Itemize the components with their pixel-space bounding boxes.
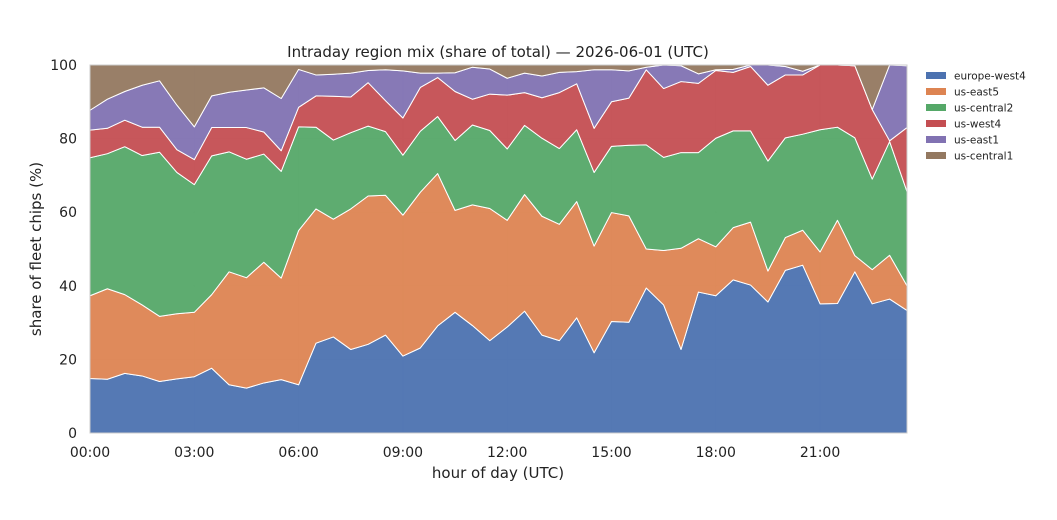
x-tick-label: 15:00 (591, 445, 631, 461)
legend-label: us-west4 (954, 119, 1002, 131)
y-axis-label: share of fleet chips (%) (27, 162, 45, 336)
y-tick-label: 80 (59, 132, 77, 148)
legend-label: us-central1 (954, 151, 1013, 163)
x-tick-label: 18:00 (696, 445, 736, 461)
legend-label: us-east1 (954, 135, 999, 147)
legend-swatch-us-central1 (926, 152, 946, 159)
x-tick-label: 00:00 (70, 445, 110, 461)
y-tick-labels: 0 20 40 60 80 100 (50, 58, 77, 442)
y-tick-label: 60 (59, 205, 77, 221)
legend-swatch-us-central2 (926, 104, 946, 111)
y-tick-label: 40 (59, 279, 77, 295)
y-tick-label: 20 (59, 352, 77, 368)
x-tick-label: 03:00 (174, 445, 214, 461)
area-series (89, 64, 908, 434)
y-tick-label: 100 (50, 58, 77, 74)
x-tick-label: 12:00 (487, 445, 527, 461)
x-axis-label: hour of day (UTC) (432, 464, 564, 482)
x-tick-label: 06:00 (278, 445, 318, 461)
chart-title: Intraday region mix (share of total) — 2… (287, 43, 709, 61)
x-tick-label: 09:00 (383, 445, 423, 461)
legend-swatch-europe-west4 (926, 72, 946, 79)
x-tick-label: 21:00 (800, 445, 840, 461)
legend-swatch-us-east1 (926, 136, 946, 143)
legend-label: us-central2 (954, 103, 1013, 115)
legend-label: europe-west4 (954, 71, 1026, 83)
legend-label: us-east5 (954, 87, 999, 99)
axes (89, 64, 908, 434)
x-tick-labels: 00:00 03:00 06:00 09:00 12:00 15:00 18:00 21:00 (70, 445, 840, 461)
legend-swatch-us-west4 (926, 120, 946, 127)
y-tick-label: 0 (68, 426, 77, 442)
legend: europe-west4 us-east5 us-central2 us-west4 u… (926, 71, 1026, 163)
plot-frame (89, 64, 908, 434)
legend-swatch-us-east5 (926, 88, 946, 95)
